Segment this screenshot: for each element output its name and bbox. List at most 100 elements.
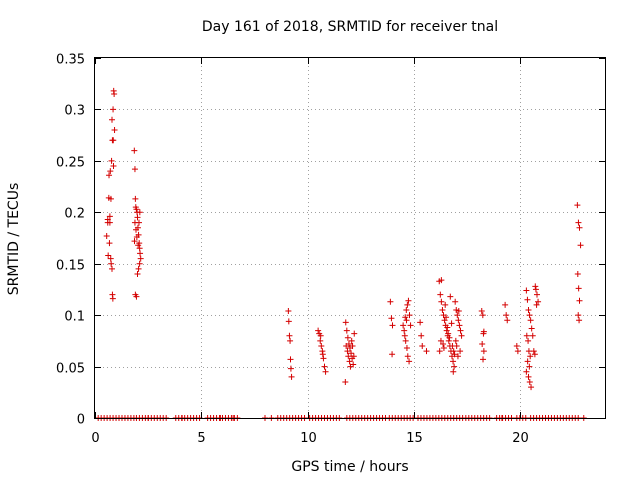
data-point xyxy=(456,322,463,329)
data-point xyxy=(401,332,408,339)
data-point xyxy=(437,337,444,344)
data-point xyxy=(442,301,449,308)
y-tick-label: 0 xyxy=(77,413,85,428)
data-point xyxy=(404,301,411,308)
data-point xyxy=(136,260,143,267)
data-point xyxy=(523,368,530,375)
y-tick-label: 0.1 xyxy=(64,310,85,325)
data-point xyxy=(452,298,459,305)
data-point xyxy=(106,240,113,247)
x-tick-label: 10 xyxy=(300,431,317,446)
data-point xyxy=(322,368,329,375)
data-point xyxy=(347,363,354,370)
data-point xyxy=(480,330,487,337)
data-point xyxy=(136,209,143,216)
y-tick-label: 0.2 xyxy=(64,207,85,222)
data-point xyxy=(346,358,353,365)
data-point xyxy=(451,351,458,358)
data-point xyxy=(457,327,464,334)
data-point xyxy=(450,368,457,375)
data-point xyxy=(575,312,582,319)
data-point xyxy=(438,298,445,305)
y-tick-label: 0.25 xyxy=(56,156,85,171)
data-point xyxy=(103,232,110,239)
data-point xyxy=(450,348,457,355)
data-point xyxy=(526,363,533,370)
data-point xyxy=(107,168,114,175)
data-point xyxy=(109,295,116,302)
data-point xyxy=(419,343,426,349)
data-point xyxy=(343,343,350,349)
data-point xyxy=(317,332,324,339)
data-point xyxy=(106,213,113,220)
data-point xyxy=(285,318,292,325)
data-point xyxy=(480,348,487,355)
data-point xyxy=(407,322,414,329)
data-point xyxy=(285,308,292,315)
data-point xyxy=(405,297,412,304)
data-point xyxy=(446,334,453,341)
data-point xyxy=(458,332,465,339)
data-point xyxy=(525,307,532,313)
x-tick-label: 15 xyxy=(406,431,423,446)
data-point xyxy=(344,334,351,341)
data-point xyxy=(502,301,509,308)
data-point xyxy=(111,91,118,97)
data-points xyxy=(95,87,587,421)
data-point xyxy=(406,312,413,319)
data-point xyxy=(404,353,411,360)
data-point xyxy=(287,337,294,344)
data-point xyxy=(135,219,142,226)
data-point xyxy=(345,353,352,360)
data-point xyxy=(400,322,407,329)
data-point xyxy=(321,363,328,370)
data-point xyxy=(441,317,448,324)
data-point xyxy=(107,195,114,202)
data-point xyxy=(342,379,349,385)
data-point xyxy=(137,250,144,257)
data-point xyxy=(402,314,409,321)
x-tick-label: 20 xyxy=(512,431,529,446)
data-point xyxy=(528,384,535,391)
data-point xyxy=(137,255,144,262)
x-tick-label: 5 xyxy=(197,431,205,446)
data-point xyxy=(530,348,537,355)
data-point xyxy=(104,216,111,223)
data-point xyxy=(524,296,531,303)
data-point xyxy=(111,127,118,133)
data-point xyxy=(576,224,583,231)
data-point xyxy=(455,317,462,324)
data-point xyxy=(454,312,461,319)
data-point xyxy=(131,238,138,245)
data-point xyxy=(133,293,140,300)
data-point xyxy=(348,350,355,357)
data-point xyxy=(388,315,395,322)
data-point xyxy=(286,332,293,339)
y-tick-label: 0.15 xyxy=(56,259,85,274)
data-point xyxy=(525,337,532,344)
y-axis-label: SRMTID / TECUs xyxy=(6,183,22,296)
data-point xyxy=(453,307,460,313)
grid-lines xyxy=(95,58,605,418)
data-point xyxy=(403,307,410,313)
data-point xyxy=(110,106,117,113)
data-point xyxy=(445,337,452,344)
data-point xyxy=(135,265,142,272)
axis-ticks: 0 0.05 0.1 0.15 0.2 0.25 0.3 0.35 0 5 10 15 20 xyxy=(56,53,605,446)
data-point xyxy=(401,327,408,334)
data-point xyxy=(532,283,539,290)
data-point xyxy=(439,307,446,313)
data-point xyxy=(528,325,535,332)
x-axis-label: GPS time / hours xyxy=(291,459,408,475)
data-point xyxy=(287,356,294,363)
data-point xyxy=(344,348,351,355)
data-point xyxy=(108,157,115,164)
data-point xyxy=(525,373,532,380)
data-point xyxy=(131,166,138,173)
data-point xyxy=(529,332,536,339)
data-point xyxy=(531,351,538,358)
data-point xyxy=(406,358,413,365)
data-point xyxy=(455,308,462,315)
data-point xyxy=(389,351,396,358)
